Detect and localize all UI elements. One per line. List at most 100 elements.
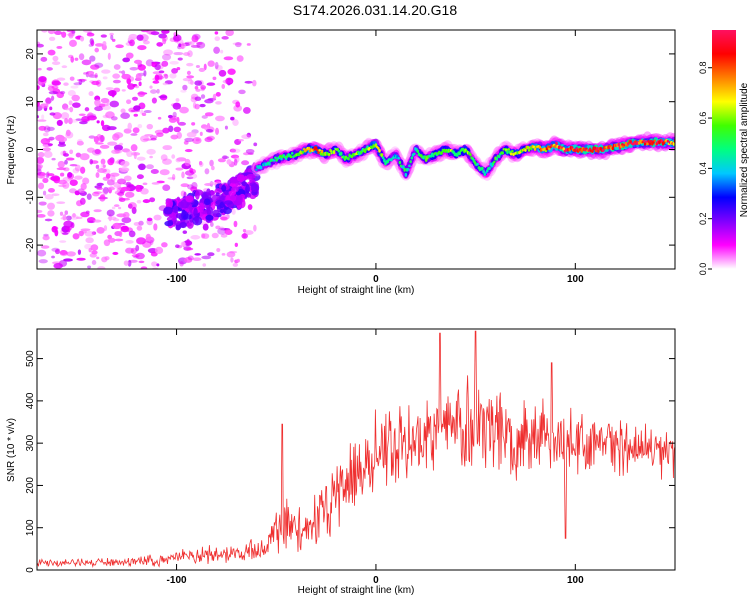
noise-blob bbox=[78, 53, 85, 61]
noise-blob bbox=[84, 107, 90, 112]
noise-blob bbox=[135, 184, 141, 192]
noise-blob bbox=[65, 157, 75, 161]
trend-blob bbox=[236, 194, 243, 205]
noise-blob bbox=[125, 240, 134, 244]
ridge-point bbox=[642, 139, 646, 142]
noise-blob bbox=[40, 103, 49, 109]
trend-blob bbox=[185, 195, 194, 203]
noise-blob bbox=[191, 181, 198, 190]
noise-blob bbox=[187, 50, 193, 58]
noise-blob bbox=[156, 132, 164, 138]
noise-blob bbox=[47, 188, 55, 193]
ridge-point bbox=[381, 156, 385, 160]
noise-blob bbox=[67, 90, 76, 97]
noise-blob bbox=[141, 112, 147, 117]
noise-blob bbox=[86, 32, 95, 37]
ridge-point bbox=[377, 146, 380, 150]
noise-blob bbox=[70, 56, 75, 63]
ridge-point bbox=[403, 167, 406, 172]
noise-blob bbox=[72, 168, 80, 174]
noise-blob bbox=[126, 99, 132, 105]
noise-blob bbox=[61, 65, 68, 69]
noise-blob bbox=[192, 257, 202, 262]
noise-blob bbox=[79, 153, 90, 161]
ridge-point bbox=[317, 151, 320, 154]
ridge-point bbox=[307, 146, 311, 151]
noise-blob bbox=[100, 34, 107, 38]
noise-blob bbox=[69, 106, 74, 113]
trend-blob bbox=[182, 214, 192, 220]
noise-blob bbox=[131, 96, 138, 101]
noise-blob bbox=[163, 73, 168, 77]
noise-blob bbox=[134, 85, 140, 89]
ridge-point bbox=[497, 155, 501, 159]
noise-blob bbox=[181, 171, 185, 179]
noise-blob bbox=[56, 119, 63, 126]
noise-blob bbox=[162, 158, 172, 165]
noise-blob bbox=[133, 113, 139, 117]
noise-blob bbox=[216, 247, 221, 253]
noise-blob bbox=[253, 224, 257, 232]
noise-blob bbox=[182, 84, 188, 91]
noise-blob bbox=[57, 143, 66, 147]
ridge-point bbox=[617, 142, 621, 147]
noise-blob bbox=[198, 67, 206, 73]
noise-blob bbox=[68, 100, 73, 106]
noise-blob bbox=[88, 248, 92, 253]
noise-blob bbox=[238, 139, 244, 142]
noise-blob bbox=[87, 31, 93, 35]
ridge-point bbox=[328, 153, 331, 157]
noise-blob bbox=[59, 172, 65, 177]
noise-blob bbox=[242, 229, 247, 233]
noise-blob bbox=[138, 260, 145, 264]
ridge-point bbox=[383, 158, 386, 163]
trend-blob bbox=[192, 216, 203, 226]
noise-blob bbox=[64, 117, 69, 124]
noise-blob bbox=[52, 55, 59, 62]
noise-blob bbox=[186, 176, 194, 180]
noise-blob bbox=[85, 71, 89, 78]
noise-blob bbox=[232, 262, 239, 267]
noise-blob bbox=[202, 263, 207, 267]
noise-blob bbox=[94, 72, 98, 79]
ridge-point bbox=[611, 146, 615, 151]
noise-blob bbox=[114, 149, 122, 154]
ridge-point bbox=[332, 150, 336, 155]
noise-blob bbox=[81, 59, 92, 66]
noise-blob bbox=[51, 157, 56, 161]
noise-blob bbox=[56, 77, 66, 81]
ridge-point bbox=[404, 172, 408, 177]
noise-blob bbox=[96, 226, 105, 234]
noise-blob bbox=[157, 73, 163, 80]
noise-blob bbox=[37, 67, 42, 71]
noise-blob bbox=[187, 255, 194, 261]
noise-blob bbox=[221, 84, 226, 89]
ridge-point bbox=[555, 141, 558, 146]
noise-blob bbox=[136, 156, 146, 161]
noise-blob bbox=[138, 220, 144, 226]
noise-blob bbox=[79, 36, 85, 42]
ridge-point bbox=[595, 146, 599, 151]
noise-blob bbox=[48, 36, 56, 41]
noise-blob bbox=[236, 55, 244, 62]
noise-blob bbox=[106, 126, 117, 131]
noise-blob bbox=[214, 31, 219, 35]
noise-blob bbox=[149, 197, 156, 203]
ridge-point bbox=[314, 146, 318, 150]
noise-blob bbox=[135, 73, 142, 80]
noise-blob bbox=[136, 237, 146, 245]
noise-blob bbox=[208, 182, 218, 185]
noise-blob bbox=[158, 33, 168, 39]
noise-blob bbox=[45, 97, 53, 104]
noise-blob bbox=[75, 118, 83, 122]
noise-blob bbox=[37, 213, 46, 218]
trend-blob bbox=[212, 209, 220, 218]
noise-blob bbox=[87, 72, 95, 77]
noise-blob bbox=[112, 73, 121, 79]
noise-blob bbox=[40, 138, 51, 145]
noise-blob bbox=[37, 151, 45, 158]
noise-blob bbox=[196, 41, 203, 45]
noise-blob bbox=[186, 70, 191, 76]
ridge-point bbox=[268, 161, 271, 166]
noise-blob bbox=[56, 167, 67, 171]
